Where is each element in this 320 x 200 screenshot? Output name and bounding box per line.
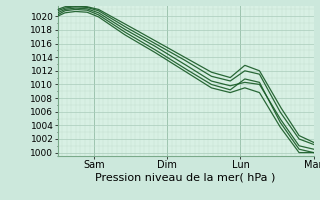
X-axis label: Pression niveau de la mer( hPa ): Pression niveau de la mer( hPa ) [95,173,276,183]
